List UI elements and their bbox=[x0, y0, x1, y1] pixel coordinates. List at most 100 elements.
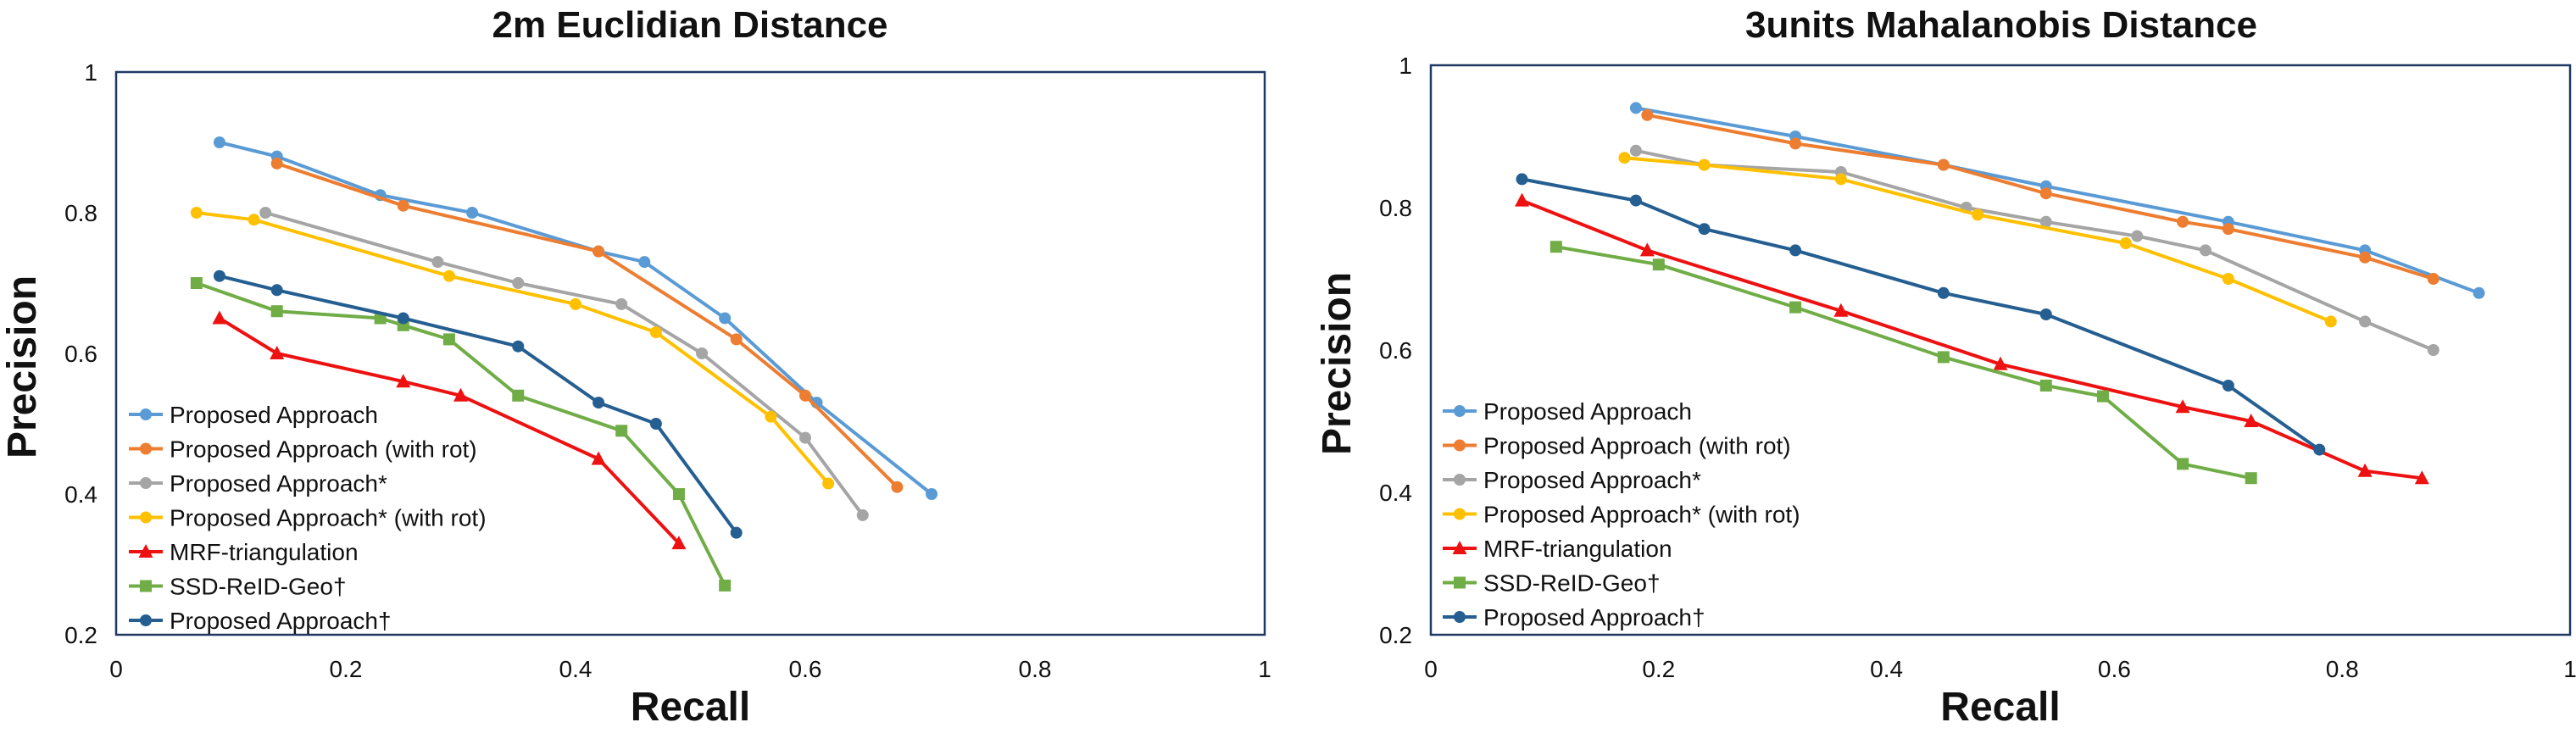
series-line bbox=[276, 162, 899, 489]
data-point bbox=[638, 256, 651, 269]
legend-item: Proposed Approach* (with rot) bbox=[129, 505, 487, 531]
data-point bbox=[1516, 173, 1528, 186]
legend-item: Proposed Approach* bbox=[129, 470, 387, 497]
legend-item: Proposed Approach bbox=[129, 402, 378, 428]
series-line bbox=[218, 316, 681, 545]
data-point bbox=[1937, 351, 1950, 364]
data-point bbox=[2177, 215, 2189, 228]
y-tick-label: 0.6 bbox=[64, 341, 97, 367]
data-point bbox=[1834, 173, 1847, 186]
data-point bbox=[2222, 223, 2234, 236]
data-point bbox=[259, 207, 272, 219]
data-point bbox=[1629, 102, 1642, 114]
data-point bbox=[2427, 344, 2440, 356]
data-point bbox=[2427, 273, 2440, 285]
data-point bbox=[466, 207, 479, 219]
data-point bbox=[397, 312, 409, 325]
data-point bbox=[2131, 230, 2144, 242]
data-point bbox=[1641, 108, 1654, 121]
legend-item: Proposed Approach (with rot) bbox=[1443, 433, 1791, 459]
y-axis-label: Precision bbox=[1315, 272, 1360, 455]
data-point bbox=[512, 340, 525, 353]
series-line bbox=[1624, 156, 2332, 324]
data-point bbox=[270, 157, 283, 169]
series-proposed-approach bbox=[213, 269, 743, 539]
chart-title: 2m Euclidian Distance bbox=[492, 4, 887, 46]
series-ssd-reid-geo bbox=[190, 277, 732, 592]
data-point bbox=[615, 425, 628, 437]
legend-label: MRF-triangulation bbox=[170, 539, 359, 565]
data-point bbox=[2324, 315, 2337, 328]
data-point bbox=[570, 297, 581, 310]
x-axis-label: Recall bbox=[631, 685, 750, 730]
series-line bbox=[1522, 177, 2321, 452]
series-line bbox=[1646, 113, 2434, 281]
data-point bbox=[799, 431, 811, 444]
x-tick-label: 0 bbox=[1424, 656, 1438, 682]
series-proposed-approach bbox=[259, 207, 869, 521]
legend-swatch-marker bbox=[1454, 611, 1466, 623]
data-point bbox=[649, 418, 662, 430]
data-point bbox=[2175, 399, 2190, 414]
data-point bbox=[2359, 315, 2372, 328]
plot-area bbox=[114, 70, 1266, 636]
data-point bbox=[1789, 301, 1802, 314]
legend: Proposed Approach Proposed Approach (with… bbox=[129, 402, 487, 634]
legend-swatch-marker bbox=[140, 442, 152, 455]
y-tick-label: 0.4 bbox=[64, 481, 97, 508]
data-point bbox=[719, 312, 732, 325]
legend-item: MRF-triangulation bbox=[129, 539, 359, 565]
series-proposed-approach bbox=[1629, 102, 2485, 299]
data-point bbox=[1639, 242, 1655, 257]
series-line bbox=[1555, 245, 2252, 481]
chart-mahalanobis: 3units Mahalanobis Distance 0 0.2 0.4 0.6 0.8… bbox=[1315, 4, 2576, 730]
legend-label: Proposed Approach bbox=[170, 402, 378, 428]
x-tick-label: 0.6 bbox=[2098, 656, 2131, 682]
data-point bbox=[512, 277, 525, 289]
data-point bbox=[1698, 158, 1711, 171]
data-point bbox=[2357, 463, 2373, 477]
data-point bbox=[2414, 470, 2429, 485]
y-tick-label: 0.2 bbox=[1379, 622, 1412, 648]
legend-swatch-marker bbox=[140, 614, 152, 626]
legend-item: Proposed Approach† bbox=[1443, 604, 1705, 631]
data-point bbox=[2222, 273, 2234, 285]
x-tick-label: 0.2 bbox=[1642, 656, 1675, 682]
data-point bbox=[593, 397, 605, 409]
series-proposed-approach-with-rot bbox=[1641, 108, 2440, 285]
data-point bbox=[1629, 144, 1642, 157]
data-point bbox=[2039, 187, 2052, 200]
data-point bbox=[2039, 380, 2052, 392]
data-point bbox=[2177, 458, 2189, 470]
legend-label: Proposed Approach* (with rot) bbox=[170, 505, 487, 531]
data-point bbox=[2096, 390, 2109, 403]
series-proposed-approach bbox=[1516, 173, 2326, 456]
legend-label: Proposed Approach (with rot) bbox=[1483, 433, 1791, 459]
legend-label: SSD-ReID-Geo† bbox=[1483, 570, 1661, 597]
legend-label: Proposed Approach bbox=[1483, 398, 1692, 425]
data-point bbox=[396, 374, 411, 388]
y-axis-label: Precision bbox=[0, 275, 45, 458]
data-point bbox=[1993, 356, 2008, 370]
data-point bbox=[649, 326, 662, 339]
legend-item: SSD-ReID-Geo† bbox=[129, 574, 347, 600]
y-tick-label: 0.8 bbox=[1379, 195, 1412, 221]
series-proposed-approach-with-rot bbox=[190, 207, 835, 490]
series-proposed-approach-with-rot bbox=[270, 157, 904, 493]
legend-item: SSD-ReID-Geo† bbox=[1443, 570, 1661, 597]
data-point bbox=[1618, 152, 1631, 164]
series-proposed-approach bbox=[1629, 144, 2440, 356]
legend-label: Proposed Approach† bbox=[170, 608, 392, 634]
series-mrf-triangulation bbox=[212, 310, 687, 550]
data-point bbox=[270, 284, 283, 297]
legend-label: Proposed Approach* bbox=[1483, 467, 1701, 493]
data-point bbox=[2473, 286, 2485, 299]
data-point bbox=[248, 214, 260, 226]
data-point bbox=[730, 526, 743, 539]
data-point bbox=[213, 136, 225, 148]
x-tick-label: 0.6 bbox=[789, 656, 822, 682]
x-tick-label: 0 bbox=[109, 656, 123, 682]
legend: Proposed Approach Proposed Approach (with… bbox=[1443, 398, 1800, 631]
data-point bbox=[190, 207, 203, 219]
legend-swatch-marker bbox=[1454, 405, 1466, 417]
